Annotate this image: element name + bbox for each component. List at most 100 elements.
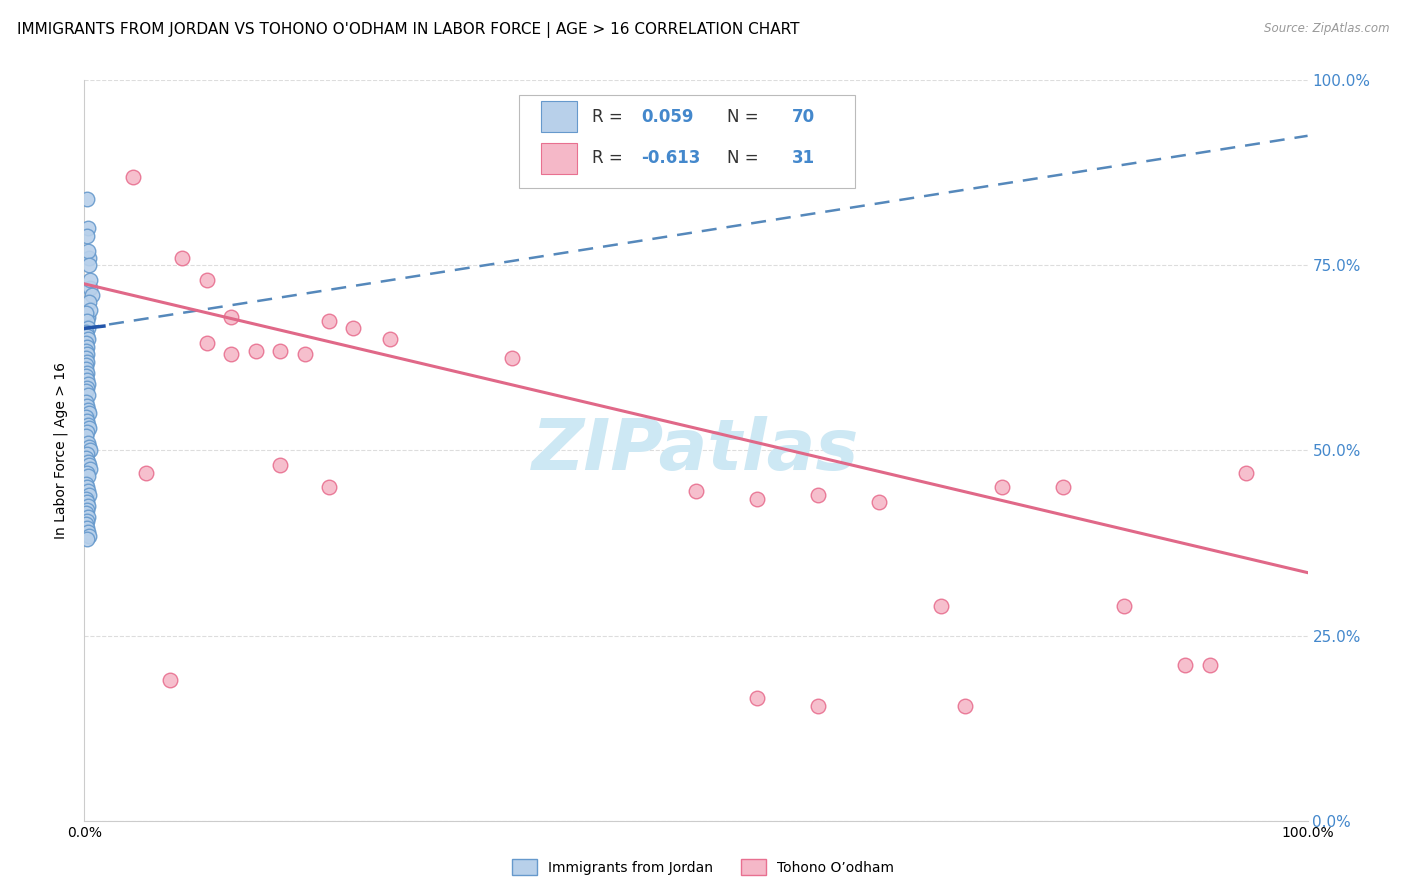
Bar: [541, 143, 578, 174]
Point: [1052, 480, 1074, 494]
Point: [219, 347, 242, 361]
Point: [76, 354, 98, 368]
Point: [76, 310, 98, 325]
Point: [75, 395, 97, 409]
Point: [747, 691, 769, 706]
Point: [75, 428, 97, 442]
Point: [1198, 658, 1220, 673]
Point: [75, 517, 97, 532]
Point: [75, 384, 97, 399]
Legend: Immigrants from Jordan, Tohono O’odham: Immigrants from Jordan, Tohono O’odham: [506, 854, 900, 880]
Point: [76, 514, 98, 528]
Text: 31: 31: [792, 149, 814, 167]
Point: [807, 698, 830, 713]
Point: [77, 484, 100, 499]
Point: [195, 273, 218, 287]
Point: [76, 414, 98, 428]
Point: [76, 366, 98, 380]
Point: [1114, 599, 1136, 613]
Point: [79, 302, 101, 317]
Point: [685, 484, 707, 499]
Point: [76, 447, 98, 461]
Point: [318, 480, 340, 494]
Point: [75, 507, 97, 521]
Point: [991, 480, 1014, 494]
Point: [75, 369, 97, 384]
Text: R =: R =: [592, 108, 628, 126]
Point: [77, 407, 100, 421]
Point: [77, 454, 100, 468]
Point: [77, 499, 100, 513]
Point: [77, 417, 100, 432]
Text: 0.059: 0.059: [641, 108, 693, 126]
Point: [269, 343, 291, 358]
Point: [77, 332, 100, 346]
Text: 70: 70: [792, 108, 814, 126]
Point: [76, 380, 98, 394]
Point: [502, 351, 524, 365]
Text: Source: ZipAtlas.com: Source: ZipAtlas.com: [1264, 22, 1389, 36]
Point: [747, 491, 769, 506]
Point: [76, 425, 98, 439]
Point: [75, 343, 97, 358]
Text: R =: R =: [592, 149, 628, 167]
Point: [318, 314, 340, 328]
Point: [77, 421, 100, 435]
Point: [135, 466, 157, 480]
Point: [75, 336, 97, 351]
Point: [77, 244, 100, 258]
Point: [76, 340, 98, 354]
Point: [77, 469, 100, 483]
Point: [380, 332, 402, 346]
Point: [807, 488, 830, 502]
Point: [869, 495, 891, 509]
Point: [294, 347, 316, 361]
Bar: [541, 101, 578, 132]
Point: [1174, 658, 1197, 673]
Text: ZIPatlas: ZIPatlas: [533, 416, 859, 485]
Point: [79, 462, 101, 476]
Point: [77, 310, 100, 325]
Point: [76, 466, 98, 480]
Point: [76, 533, 98, 547]
Point: [76, 347, 98, 361]
Point: [76, 192, 98, 206]
Point: [77, 436, 100, 450]
Point: [77, 524, 100, 539]
Y-axis label: In Labor Force | Age > 16: In Labor Force | Age > 16: [53, 362, 69, 539]
Point: [75, 306, 97, 320]
Point: [77, 440, 100, 454]
Point: [77, 388, 100, 402]
Point: [75, 359, 97, 373]
Point: [76, 502, 98, 516]
Point: [76, 480, 98, 494]
Point: [76, 314, 98, 328]
Text: IMMIGRANTS FROM JORDAN VS TOHONO O'ODHAM IN LABOR FORCE | AGE > 16 CORRELATION C: IMMIGRANTS FROM JORDAN VS TOHONO O'ODHAM…: [17, 22, 800, 38]
Point: [76, 373, 98, 387]
Point: [172, 251, 194, 265]
Point: [929, 599, 952, 613]
Point: [77, 510, 100, 524]
Point: [122, 169, 145, 184]
Point: [245, 343, 267, 358]
Point: [79, 443, 101, 458]
Point: [195, 336, 218, 351]
Point: [79, 280, 101, 294]
Point: [76, 495, 98, 509]
Point: [80, 288, 103, 302]
Text: -0.613: -0.613: [641, 149, 700, 167]
Point: [77, 402, 100, 417]
Point: [77, 251, 100, 265]
Point: [77, 488, 100, 502]
Point: [76, 399, 98, 413]
Point: [77, 259, 100, 273]
FancyBboxPatch shape: [519, 95, 855, 187]
Point: [75, 362, 97, 376]
Point: [77, 458, 100, 473]
Point: [75, 450, 97, 465]
Point: [75, 476, 97, 491]
Point: [77, 321, 100, 335]
Point: [219, 310, 242, 325]
Point: [75, 325, 97, 339]
Point: [76, 328, 98, 343]
